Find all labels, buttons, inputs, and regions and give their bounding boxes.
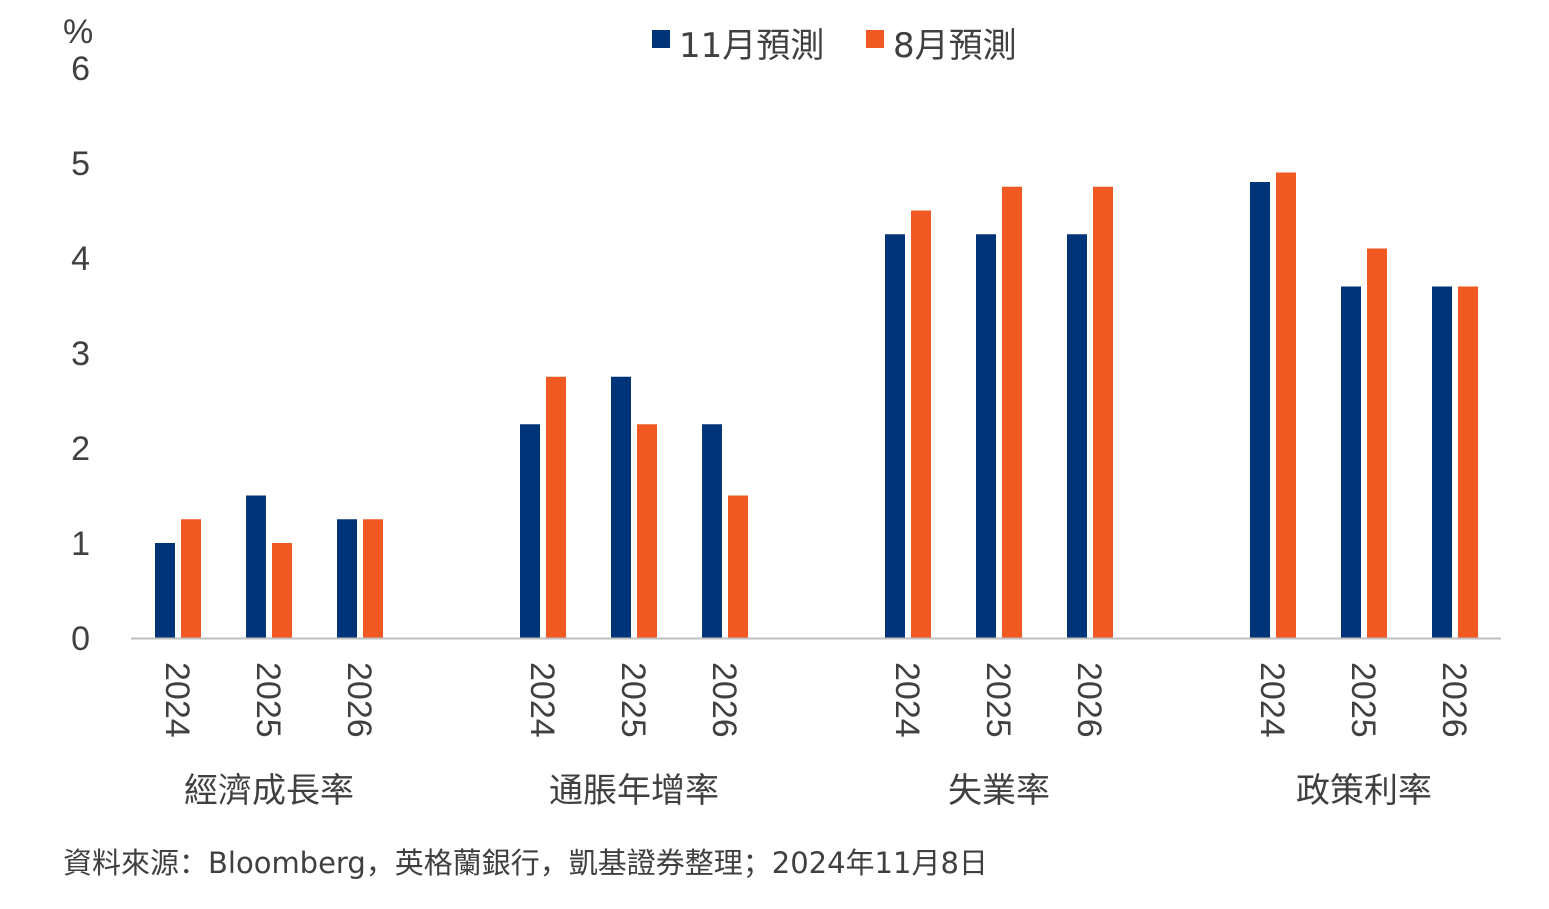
bar-nov-forecast [1341, 286, 1361, 638]
year-tick-label: 2026 [1435, 662, 1473, 738]
bars [155, 172, 1478, 638]
y-tick-label: 5 [71, 145, 90, 183]
legend-swatch [652, 30, 670, 48]
year-tick-label: 2025 [614, 662, 652, 738]
year-tick-label: 2025 [1344, 662, 1382, 738]
source-note: 資料來源：Bloomberg，英格蘭銀行，凱基證券整理；2024年11月8日 [63, 846, 988, 880]
bar-nov-forecast [1432, 286, 1452, 638]
x-axis-year-labels: 2024 2025 2026 2024 2025 2026 2024 2025 2026 2024… [158, 662, 1473, 738]
year-tick-label: 2024 [158, 662, 196, 738]
year-tick-label: 2026 [1070, 662, 1108, 738]
y-tick-label: 6 [71, 50, 90, 88]
bar-aug-forecast [272, 543, 292, 638]
bar-aug-forecast [1093, 186, 1113, 638]
legend-label: 11月預測 [679, 26, 824, 66]
bar-aug-forecast [637, 424, 657, 638]
legend: 11月預測 8月預測 [652, 26, 1017, 66]
bar-aug-forecast [1276, 172, 1296, 638]
bar-aug-forecast [728, 495, 748, 638]
bar-nov-forecast [337, 519, 357, 638]
legend-swatch [866, 30, 884, 48]
legend-label: 8月預測 [893, 26, 1017, 66]
y-tick-label: 0 [71, 620, 90, 658]
year-tick-label: 2024 [1253, 662, 1291, 738]
bar-nov-forecast [885, 234, 905, 638]
year-tick-label: 2026 [340, 662, 378, 738]
bar-nov-forecast [520, 424, 540, 638]
year-tick-label: 2025 [979, 662, 1017, 738]
bar-nov-forecast [611, 376, 631, 638]
bar-aug-forecast [363, 519, 383, 638]
group-label: 經濟成長率 [184, 771, 354, 811]
bar-nov-forecast [976, 234, 996, 638]
group-label: 失業率 [948, 771, 1050, 811]
bar-nov-forecast [702, 424, 722, 638]
bar-aug-forecast [1002, 186, 1022, 638]
year-tick-label: 2024 [523, 662, 561, 738]
bar-nov-forecast [155, 543, 175, 638]
group-label: 政策利率 [1296, 771, 1432, 811]
y-tick-label: 4 [71, 240, 90, 278]
y-tick-label: 2 [71, 430, 90, 468]
bar-aug-forecast [546, 376, 566, 638]
bar-nov-forecast [246, 495, 266, 638]
bar-aug-forecast [1367, 248, 1387, 638]
y-axis-unit-label: % [63, 13, 93, 51]
bar-aug-forecast [911, 210, 931, 638]
bar-nov-forecast [1067, 234, 1087, 638]
year-tick-label: 2024 [888, 662, 926, 738]
y-axis-ticks: 0 1 2 3 4 5 6 [71, 50, 90, 658]
x-axis-group-labels: 經濟成長率 通脹年增率 失業率 政策利率 [184, 771, 1432, 811]
year-tick-label: 2026 [705, 662, 743, 738]
bar-aug-forecast [1458, 286, 1478, 638]
y-tick-label: 1 [71, 525, 90, 563]
bar-nov-forecast [1250, 182, 1270, 638]
bar-aug-forecast [181, 519, 201, 638]
group-label: 通脹年增率 [549, 771, 719, 811]
y-tick-label: 3 [71, 335, 90, 373]
year-tick-label: 2025 [249, 662, 287, 738]
